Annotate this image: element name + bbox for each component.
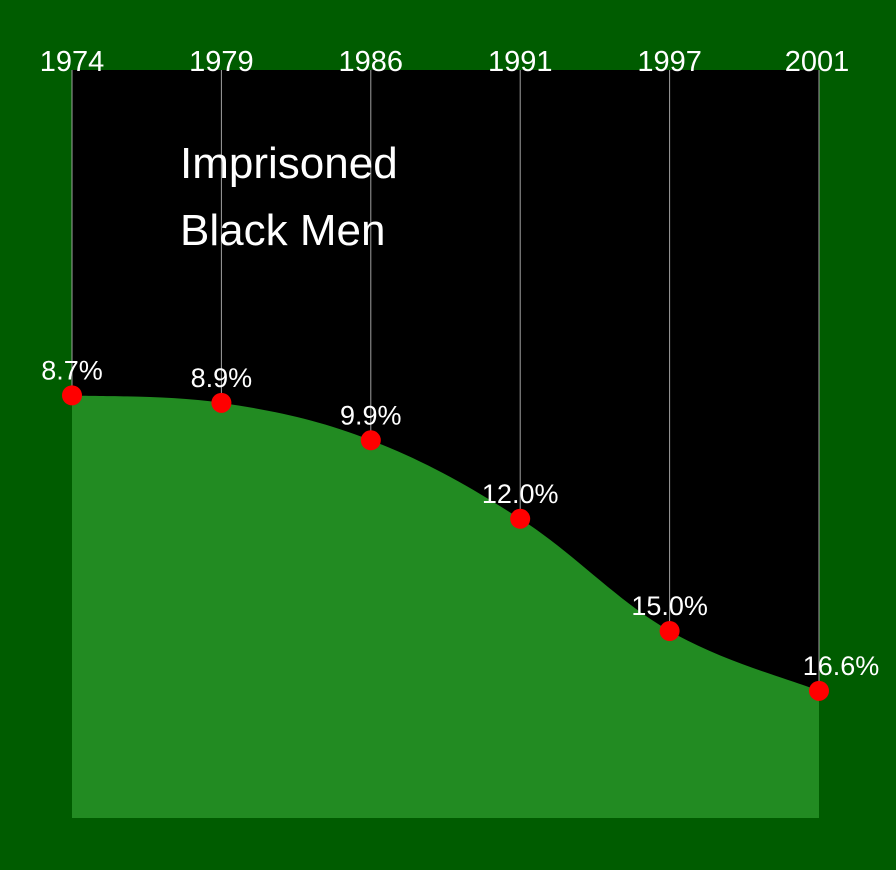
- data-label-1991: 12.0%: [482, 479, 559, 509]
- chart-title-line-1: Imprisoned: [180, 139, 398, 188]
- area-layer: [72, 395, 819, 818]
- area-series-fill: [72, 395, 819, 818]
- data-point-1979: [211, 392, 232, 413]
- data-markers: [62, 385, 829, 701]
- data-point-1974: [62, 385, 82, 406]
- data-label-1974: 8.7%: [41, 355, 103, 385]
- chart-title-line-2: Black Men: [180, 206, 385, 255]
- data-point-1991: [510, 508, 531, 529]
- x-axis-ticks: 1974 1979 1986 1991 1997 2001: [40, 46, 850, 78]
- data-point-1986: [360, 430, 381, 451]
- x-tick-1997: 1997: [637, 46, 702, 78]
- data-point-2001: [809, 680, 829, 701]
- data-label-1979: 8.9%: [191, 363, 253, 393]
- data-label-1986: 9.9%: [340, 400, 402, 430]
- x-tick-1979: 1979: [189, 46, 254, 78]
- gridlines: [71, 70, 820, 691]
- data-label-2001: 16.6%: [803, 651, 880, 681]
- x-tick-1986: 1986: [339, 46, 404, 78]
- x-tick-1991: 1991: [488, 46, 553, 78]
- data-labels: 8.7% 8.9% 9.9% 12.0% 15.0% 16.6%: [41, 355, 879, 680]
- x-tick-2001: 2001: [785, 46, 850, 78]
- data-label-1997: 15.0%: [631, 591, 708, 621]
- x-tick-1974: 1974: [40, 46, 105, 78]
- data-point-1997: [659, 621, 680, 641]
